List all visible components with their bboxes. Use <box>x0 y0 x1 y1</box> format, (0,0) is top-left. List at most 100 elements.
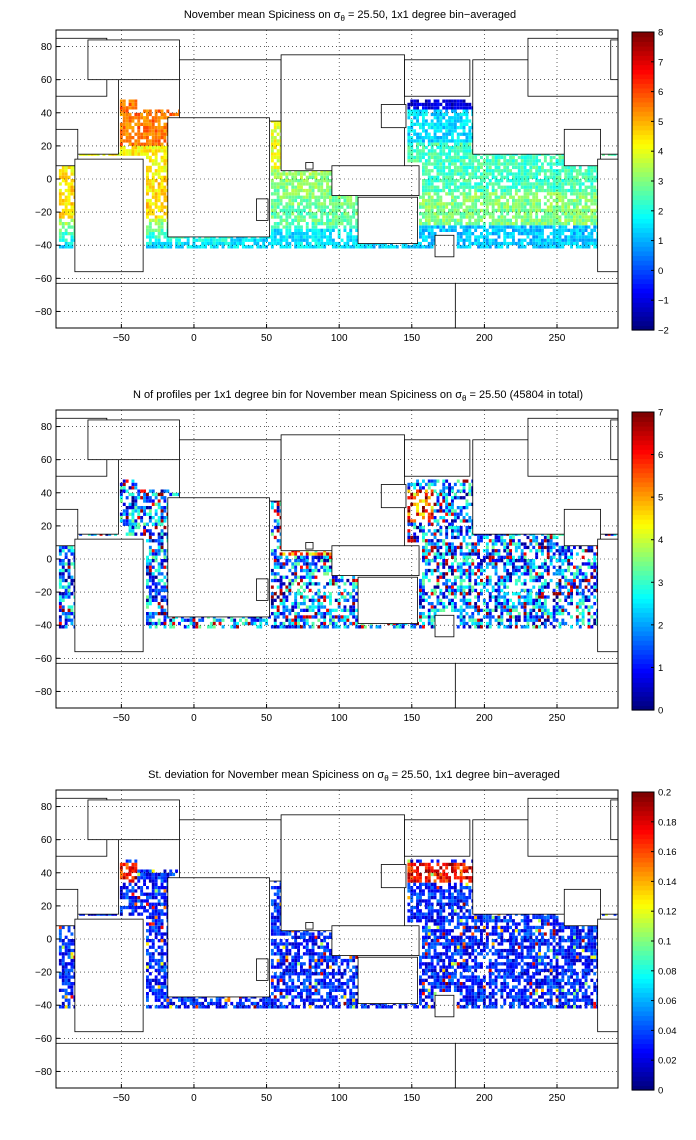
heat-cell <box>442 169 446 173</box>
heat-cell <box>445 525 449 530</box>
heat-cell <box>442 605 446 609</box>
heat-cell <box>270 149 274 153</box>
heat-cell <box>445 136 449 140</box>
heat-cell <box>413 112 417 117</box>
heat-cell <box>334 215 338 219</box>
colorbar-tick-label: 6 <box>658 87 663 98</box>
heat-cell <box>300 241 303 246</box>
heat-cell <box>288 588 292 593</box>
heat-cell <box>485 172 489 176</box>
heat-cell <box>520 202 524 206</box>
heat-cell <box>410 102 414 107</box>
heat-cell <box>445 202 449 206</box>
heat-cell <box>570 182 573 186</box>
heat-cell <box>137 112 141 117</box>
heat-cell <box>119 102 123 107</box>
heat-cell <box>558 608 562 612</box>
heat-cell <box>462 212 466 216</box>
heat-cell <box>282 605 286 609</box>
heat-cell <box>485 228 489 232</box>
heat-cell <box>276 126 280 130</box>
heat-cell <box>485 165 489 170</box>
heat-cell <box>439 205 443 209</box>
heat-cell <box>480 578 483 583</box>
colorbar-segment <box>632 232 654 238</box>
heat-cell <box>570 228 573 232</box>
heat-cell <box>456 172 460 176</box>
heat-cell <box>154 116 158 120</box>
heat-cell <box>305 198 309 203</box>
heat-cell <box>535 202 539 206</box>
heat-cell <box>573 208 576 213</box>
heat-cell <box>439 208 443 213</box>
heat-cell <box>453 225 457 229</box>
heat-cell <box>419 529 422 533</box>
heat-cell <box>517 179 521 183</box>
heat-cell <box>570 598 573 602</box>
heat-cell <box>154 149 158 153</box>
heat-cell <box>549 192 553 196</box>
heat-cell <box>575 202 579 206</box>
heat-cell <box>288 582 292 586</box>
heat-cell <box>349 225 353 229</box>
heat-cell <box>125 129 129 133</box>
heat-cell <box>442 159 446 163</box>
heat-cell <box>160 232 164 236</box>
heat-cell <box>422 549 425 553</box>
heat-cell <box>131 496 135 500</box>
heat-cell <box>143 529 146 533</box>
heat-cell <box>514 582 518 586</box>
heat-cell <box>529 185 533 189</box>
heat-cell <box>448 552 451 556</box>
heat-cell <box>514 192 518 196</box>
heat-cell <box>67 612 71 616</box>
heat-cell <box>148 225 152 229</box>
heat-cell <box>427 142 431 146</box>
heat-cell <box>491 172 495 176</box>
heat-cell <box>151 615 155 619</box>
heat-cell <box>151 192 155 196</box>
heat-cell <box>175 241 178 246</box>
heat-cell <box>422 185 425 189</box>
heat-cell <box>448 152 451 156</box>
heat-cell <box>512 562 515 566</box>
heat-cell <box>430 152 434 156</box>
heat-cell <box>308 575 312 579</box>
heat-cell <box>137 142 141 146</box>
heat-cell <box>448 99 451 103</box>
heat-cell <box>305 559 309 563</box>
heat-cell <box>512 232 515 236</box>
heat-cell <box>520 205 524 209</box>
heat-cell <box>561 608 565 612</box>
heat-cell <box>285 185 289 189</box>
heat-cell <box>143 136 146 140</box>
heat-cell <box>424 119 428 123</box>
heat-cell <box>58 169 62 173</box>
heat-cell <box>558 545 562 550</box>
heat-cell <box>329 195 332 199</box>
heat-cell <box>573 241 576 246</box>
heat-cell <box>279 575 283 579</box>
heat-cell <box>506 225 510 229</box>
heat-cell <box>424 545 428 550</box>
heat-cell <box>465 222 469 226</box>
heat-cell <box>567 612 571 616</box>
heat-cell <box>279 232 283 236</box>
heat-cell <box>465 182 469 186</box>
heat-cell <box>331 208 335 213</box>
heat-cell <box>506 172 510 176</box>
heat-cell <box>212 241 216 246</box>
heat-cell <box>297 582 300 586</box>
heat-cell <box>575 588 579 593</box>
heat-cell <box>456 562 460 566</box>
heat-cell <box>529 562 533 566</box>
heat-cell <box>331 228 335 232</box>
heat-cell <box>204 245 207 249</box>
heat-cell <box>352 605 356 609</box>
heat-cell <box>300 235 303 239</box>
heat-cell <box>61 605 65 609</box>
heat-cell <box>331 582 335 586</box>
heat-cell <box>482 241 486 246</box>
heat-cell <box>151 172 155 176</box>
heat-cell <box>503 539 507 543</box>
